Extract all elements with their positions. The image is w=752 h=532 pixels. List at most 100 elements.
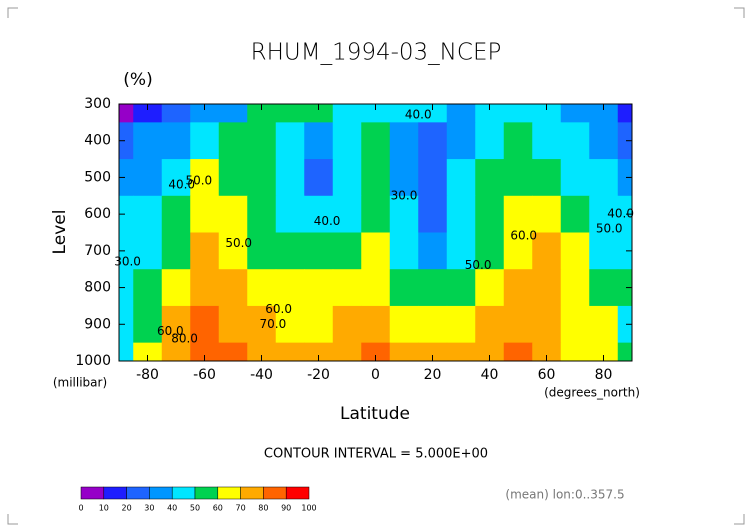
field-cell: [275, 232, 305, 270]
x-tick-label: -20: [307, 367, 330, 383]
field-cell: [304, 104, 334, 123]
field-cell: [161, 104, 191, 123]
field-cell: [560, 269, 590, 307]
field-cell: [218, 104, 248, 123]
field-cell: [119, 104, 134, 123]
contour-label: 60.0: [265, 302, 292, 316]
field-cell: [475, 104, 505, 123]
colorbar-swatch: [171, 486, 196, 500]
y-tick-label: 1000: [75, 353, 111, 369]
field-cell: [389, 342, 419, 362]
field-cell: [275, 269, 305, 307]
field-cell: [218, 305, 248, 344]
field-cell: [247, 305, 277, 344]
field-cell: [119, 269, 134, 307]
field-cell: [304, 195, 334, 233]
field-cell: [218, 342, 248, 362]
field-cell: [560, 342, 590, 362]
field-cell: [389, 195, 419, 233]
field-cell: [361, 104, 391, 123]
field-cell: [418, 342, 448, 362]
field-cell: [589, 104, 619, 123]
contour-label: 30.0: [391, 188, 418, 202]
field-cell: [361, 232, 391, 270]
y-tick-label: 800: [84, 280, 111, 296]
x-axis-unit: (degrees_north): [544, 386, 640, 400]
field-cell: [247, 342, 277, 362]
field-cell: [446, 195, 476, 233]
field-cell: [418, 269, 448, 307]
field-cell: [589, 195, 619, 233]
field-cell: [617, 122, 633, 160]
field-cell: [119, 342, 134, 362]
field-cell: [589, 342, 619, 362]
field-cell: [617, 159, 633, 197]
field-cell: [475, 232, 505, 270]
field-cell: [418, 195, 448, 233]
field-cell: [161, 159, 191, 197]
x-axis-label: Latitude: [340, 404, 410, 424]
y-axis-unit: (millibar): [53, 376, 107, 390]
field-cell: [446, 104, 476, 123]
field: [119, 104, 633, 362]
field-cell: [475, 122, 505, 160]
field-cell: [304, 305, 334, 344]
field-cell: [247, 122, 277, 160]
field-cell: [190, 122, 220, 160]
field-cell: [560, 159, 590, 197]
field-cell: [475, 269, 505, 307]
field-cell: [418, 159, 448, 197]
contour-label: 30.0: [114, 254, 141, 268]
field-cell: [389, 269, 419, 307]
field-cell: [389, 104, 419, 123]
field-cell: [247, 159, 277, 197]
contour-label: 40.0: [168, 177, 195, 191]
field-cell: [133, 104, 163, 123]
field-cell: [275, 104, 305, 123]
field-cell: [560, 305, 590, 344]
field-cell: [560, 122, 590, 160]
colorbar-swatch: [149, 486, 173, 500]
x-tick-label: 0: [371, 367, 380, 383]
colorbar-swatch: [103, 486, 127, 500]
field-cell: [589, 232, 619, 270]
field-cell: [119, 232, 134, 270]
field-cell: [418, 232, 448, 270]
field-cell: [161, 342, 191, 362]
field-cell: [617, 104, 633, 123]
field-cell: [503, 232, 533, 270]
field-cell: [560, 195, 590, 233]
field-cell: [304, 232, 334, 270]
colorbar-swatch: [217, 486, 241, 500]
field-cell: [133, 195, 163, 233]
y-tick-label: 500: [84, 169, 111, 185]
x-tick-label: -80: [136, 367, 159, 383]
colorbar-label: 30: [144, 504, 154, 513]
field-cell: [133, 342, 163, 362]
field-cell: [275, 122, 305, 160]
contour-label: 50.0: [465, 258, 492, 272]
field-cell: [503, 269, 533, 307]
colorbar-swatch: [80, 486, 105, 500]
field-cell: [304, 342, 334, 362]
field-cell: [247, 195, 277, 233]
colorbar-label: 20: [122, 504, 132, 513]
contour-label: 40.0: [314, 214, 341, 228]
field-cell: [589, 269, 619, 307]
x-tick-label: 20: [424, 367, 442, 383]
field-cell: [218, 232, 248, 270]
colorbar-label: 10: [99, 504, 109, 513]
colorbar-label: 100: [301, 504, 316, 513]
contour-label: 50.0: [225, 236, 252, 250]
y-axis-label: Level: [50, 210, 70, 255]
colorbar-label: 80: [258, 504, 268, 513]
field-cell: [332, 122, 362, 160]
field-cell: [275, 342, 305, 362]
contour-label: 50.0: [596, 221, 623, 235]
contour-label: 70.0: [260, 317, 287, 331]
field-cell: [503, 159, 533, 197]
field-cell: [617, 269, 633, 307]
field-cell: [161, 195, 191, 233]
field-cell: [532, 342, 562, 362]
